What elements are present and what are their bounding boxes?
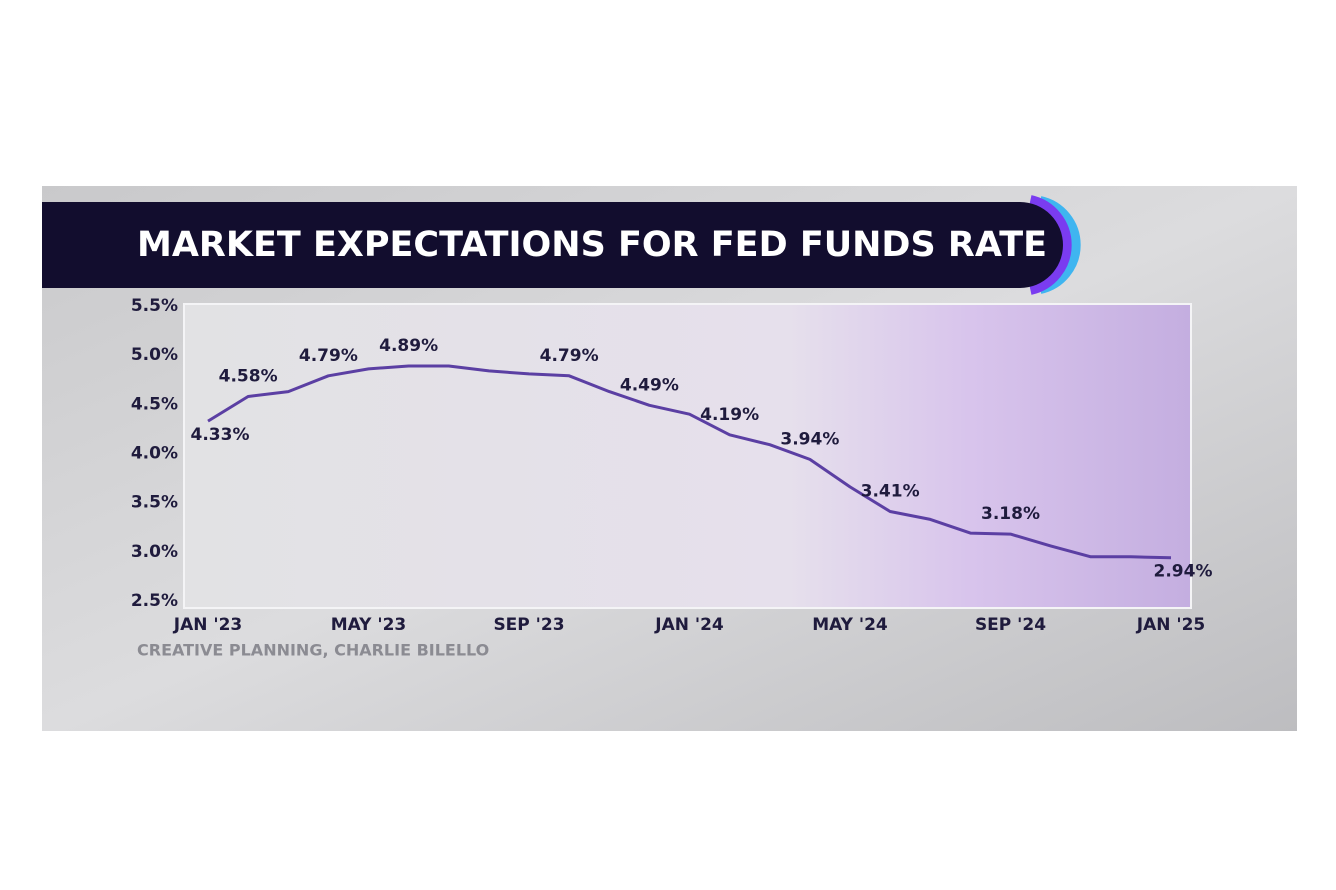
data-label: 3.94% <box>780 429 839 449</box>
x-tick-label: JAN '24 <box>654 615 724 635</box>
data-label: 4.33% <box>191 425 250 445</box>
y-tick-label: 4.0% <box>131 444 178 464</box>
data-label: 4.89% <box>379 336 438 356</box>
source: CREATIVE PLANNING, CHARLIE BILELLO <box>137 641 489 660</box>
title-banner <box>42 202 1063 288</box>
y-tick-label: 3.0% <box>131 542 178 562</box>
x-tick-label: MAY '24 <box>812 615 888 635</box>
data-label: 3.18% <box>981 504 1040 524</box>
banner-arc <box>1028 195 1072 295</box>
data-label: 4.79% <box>299 346 358 366</box>
plot-area <box>183 303 1192 609</box>
data-label: 4.79% <box>540 346 599 366</box>
y-tick-label: 5.5% <box>131 296 178 316</box>
data-label: 2.94% <box>1154 562 1213 582</box>
series-line <box>207 364 1172 560</box>
data-label: 4.58% <box>219 366 278 386</box>
data-label: 3.41% <box>861 482 920 502</box>
x-tick-label: SEP '24 <box>975 615 1046 635</box>
data-label: 4.19% <box>700 405 759 425</box>
y-tick-label: 5.0% <box>131 345 178 365</box>
data-label: 4.49% <box>620 375 679 395</box>
y-tick-label: 3.5% <box>131 493 178 513</box>
chart-title: MARKET EXPECTATIONS FOR FED FUNDS RATE <box>137 225 1047 265</box>
x-tick-label: MAY '23 <box>331 615 407 635</box>
x-tick-label: SEP '23 <box>493 615 564 635</box>
y-tick-label: 2.5% <box>131 591 178 611</box>
x-tick-label: JAN '25 <box>1136 615 1206 635</box>
y-tick-label: 4.5% <box>131 394 178 414</box>
x-tick-label: JAN '23 <box>173 615 243 635</box>
